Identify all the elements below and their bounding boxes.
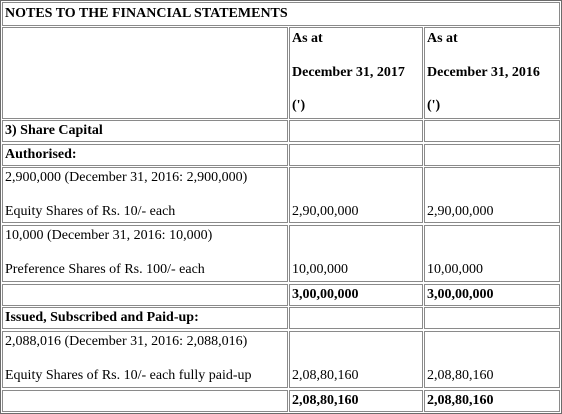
issued-label-cell <box>2 307 288 329</box>
header-2016-date: December 31, 2016 <box>427 65 540 80</box>
equity-auth-label-cell <box>2 167 288 223</box>
issued-total-value-2016: 2,08,80,160 <box>427 393 494 408</box>
share-capital-2017-cell <box>289 120 423 142</box>
issued-total-label-cell <box>2 390 288 412</box>
equity-issued-value-2017: 2,08,80,160 <box>292 368 359 383</box>
share-capital-heading: 3) Share Capital <box>5 123 103 138</box>
table-title: NOTES TO THE FINANCIAL STATEMENTS <box>5 6 288 21</box>
authorised-2017-cell <box>289 144 423 166</box>
issued-2016-cell <box>424 307 560 329</box>
authorised-heading: Authorised: <box>5 147 77 162</box>
auth-total-value-2016: 3,00,00,000 <box>427 287 494 302</box>
issued-total-2016-cell <box>424 390 560 412</box>
pref-auth-description: Preference Shares of Rs. 100/- each <box>5 262 205 277</box>
issued-total-value-2017: 2,08,80,160 <box>292 393 359 408</box>
share-capital-2016-cell <box>424 120 560 142</box>
authorised-label-cell <box>2 144 288 166</box>
auth-total-value-2017: 3,00,00,000 <box>292 287 359 302</box>
equity-issued-2016-cell <box>424 331 560 388</box>
authorised-2016-cell <box>424 144 560 166</box>
equity-auth-value-2016: 2,90,00,000 <box>427 204 494 219</box>
header-2016-as-at: As at <box>427 31 458 46</box>
header-2017-cell <box>289 27 423 119</box>
equity-auth-count: 2,900,000 (December 31, 2016: 2,900,000) <box>5 170 248 185</box>
equity-auth-value-2017: 2,90,00,000 <box>292 204 359 219</box>
equity-auth-2016-cell <box>424 167 560 223</box>
equity-issued-value-2016: 2,08,80,160 <box>427 368 494 383</box>
pref-auth-value-2017: 10,00,000 <box>292 262 348 277</box>
pref-auth-2016-cell <box>424 225 560 282</box>
share-capital-label-cell <box>2 120 288 142</box>
header-2017-date: December 31, 2017 <box>292 65 405 80</box>
header-2017-as-at: As at <box>292 31 323 46</box>
pref-auth-count: 10,000 (December 31, 2016: 10,000) <box>5 228 213 243</box>
issued-2017-cell <box>289 307 423 329</box>
header-label-cell <box>2 27 288 119</box>
pref-auth-value-2016: 10,00,000 <box>427 262 483 277</box>
auth-total-2017-cell <box>289 284 423 306</box>
equity-auth-description: Equity Shares of Rs. 10/- each <box>5 204 176 219</box>
equity-issued-2017-cell <box>289 331 423 388</box>
issued-heading: Issued, Subscribed and Paid-up: <box>5 310 199 325</box>
equity-auth-2017-cell <box>289 167 423 223</box>
pref-auth-label-cell <box>2 225 288 282</box>
header-2017-currency: (') <box>292 98 306 113</box>
header-2016-cell <box>424 27 560 119</box>
equity-issued-count: 2,088,016 (December 31, 2016: 2,088,016) <box>5 334 248 349</box>
issued-total-2017-cell <box>289 390 423 412</box>
pref-auth-2017-cell <box>289 225 423 282</box>
auth-total-label-cell <box>2 284 288 306</box>
equity-issued-description: Equity Shares of Rs. 10/- each fully pai… <box>5 368 252 383</box>
title-cell <box>2 2 560 26</box>
auth-total-2016-cell <box>424 284 560 306</box>
header-2016-currency: (') <box>427 98 441 113</box>
equity-issued-label-cell <box>2 331 288 388</box>
